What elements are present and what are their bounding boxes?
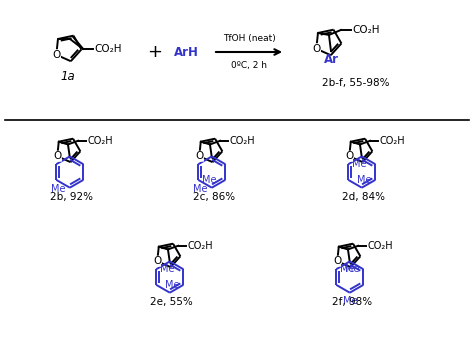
Text: 0ºC, 2 h: 0ºC, 2 h bbox=[231, 61, 267, 70]
Text: Ar: Ar bbox=[323, 53, 338, 66]
Text: CO₂H: CO₂H bbox=[94, 44, 121, 54]
Text: Me: Me bbox=[340, 264, 355, 274]
Text: CO₂H: CO₂H bbox=[229, 136, 255, 146]
Text: Me: Me bbox=[160, 264, 175, 274]
Text: TfOH (neat): TfOH (neat) bbox=[223, 34, 275, 43]
Text: CO₂H: CO₂H bbox=[352, 25, 380, 35]
Text: Me: Me bbox=[343, 296, 357, 306]
Text: +: + bbox=[147, 43, 163, 61]
Text: 2b, 92%: 2b, 92% bbox=[50, 192, 93, 202]
Text: 2b-f, 55-98%: 2b-f, 55-98% bbox=[322, 78, 390, 88]
Text: Me: Me bbox=[345, 264, 359, 274]
Text: O: O bbox=[333, 256, 341, 266]
Text: O: O bbox=[345, 151, 354, 161]
Text: 1a: 1a bbox=[61, 70, 75, 83]
Text: O: O bbox=[53, 151, 61, 161]
Text: 2f, 98%: 2f, 98% bbox=[332, 297, 372, 307]
Text: 2e, 55%: 2e, 55% bbox=[150, 297, 193, 307]
Text: Me: Me bbox=[202, 175, 217, 185]
Text: O: O bbox=[52, 50, 60, 60]
Text: Me: Me bbox=[352, 159, 367, 169]
Text: O: O bbox=[312, 44, 320, 54]
Text: ArH: ArH bbox=[173, 46, 199, 59]
Text: Me: Me bbox=[357, 175, 371, 185]
Text: CO₂H: CO₂H bbox=[187, 241, 213, 251]
Text: CO₂H: CO₂H bbox=[379, 136, 405, 146]
Text: O: O bbox=[153, 256, 161, 266]
Text: Me: Me bbox=[51, 184, 66, 194]
Text: CO₂H: CO₂H bbox=[87, 136, 113, 146]
Text: Me: Me bbox=[165, 280, 179, 290]
Text: CO₂H: CO₂H bbox=[367, 241, 393, 251]
Text: 2c, 86%: 2c, 86% bbox=[193, 192, 235, 202]
Text: Me: Me bbox=[193, 184, 208, 194]
Text: O: O bbox=[195, 151, 203, 161]
Text: 2d, 84%: 2d, 84% bbox=[342, 192, 385, 202]
